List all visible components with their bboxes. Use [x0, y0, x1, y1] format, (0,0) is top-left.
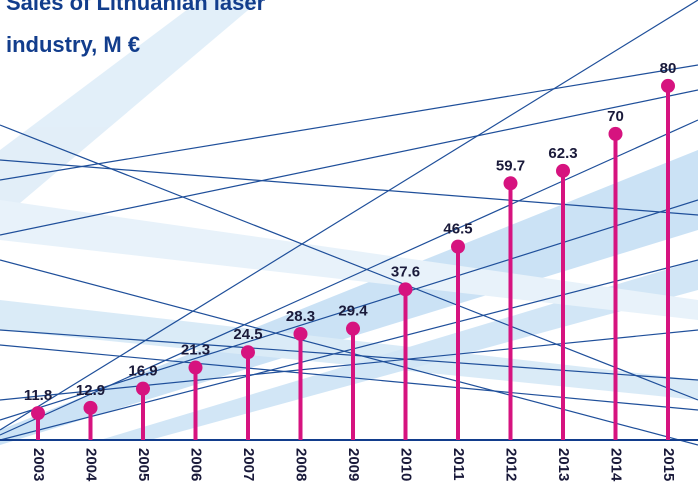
value-label: 16.9 [128, 363, 157, 380]
value-label: 37.6 [391, 263, 420, 280]
dot [503, 176, 518, 191]
value-label: 62.3 [548, 145, 577, 162]
x-tick-label: 2007 [240, 448, 257, 481]
dot [31, 406, 45, 421]
decorative-lines [0, 0, 698, 446]
dot [136, 381, 150, 396]
x-tick-label: 2003 [30, 448, 47, 481]
dot [241, 345, 255, 360]
value-label: 59.7 [496, 157, 525, 174]
dot [608, 126, 623, 141]
dot [661, 78, 675, 93]
x-tick-label: 2008 [293, 448, 310, 481]
dot [188, 360, 203, 375]
value-label: 80 [660, 60, 677, 77]
x-tick-label: 2014 [608, 448, 625, 482]
dot [346, 321, 360, 336]
chart-title: industry, M € [6, 32, 140, 57]
x-tick-label: 2004 [83, 448, 100, 482]
dot [398, 282, 413, 297]
value-label: 46.5 [443, 221, 472, 238]
x-tick-label: 2010 [398, 448, 415, 481]
value-label: 21.3 [181, 342, 210, 359]
dot [83, 400, 98, 415]
dot [556, 163, 570, 178]
x-tick-label: 2015 [660, 448, 677, 481]
x-tick-label: 2012 [503, 448, 520, 481]
value-label: 11.8 [24, 387, 52, 404]
x-tick-label: 2006 [188, 448, 205, 481]
value-label: 29.4 [338, 303, 368, 320]
x-tick-label: 2013 [555, 448, 572, 481]
x-tick-label: 2011 [450, 448, 467, 481]
x-tick-label: 2005 [135, 448, 152, 481]
x-tick-label: 2009 [345, 448, 362, 481]
dot [451, 239, 465, 254]
value-label: 24.5 [233, 326, 262, 343]
value-label: 28.3 [286, 308, 315, 325]
value-label: 70 [607, 108, 624, 125]
dot [293, 326, 308, 341]
chart-title: Sales of Lithuanian laser [6, 0, 266, 15]
value-label: 12.9 [76, 382, 105, 399]
